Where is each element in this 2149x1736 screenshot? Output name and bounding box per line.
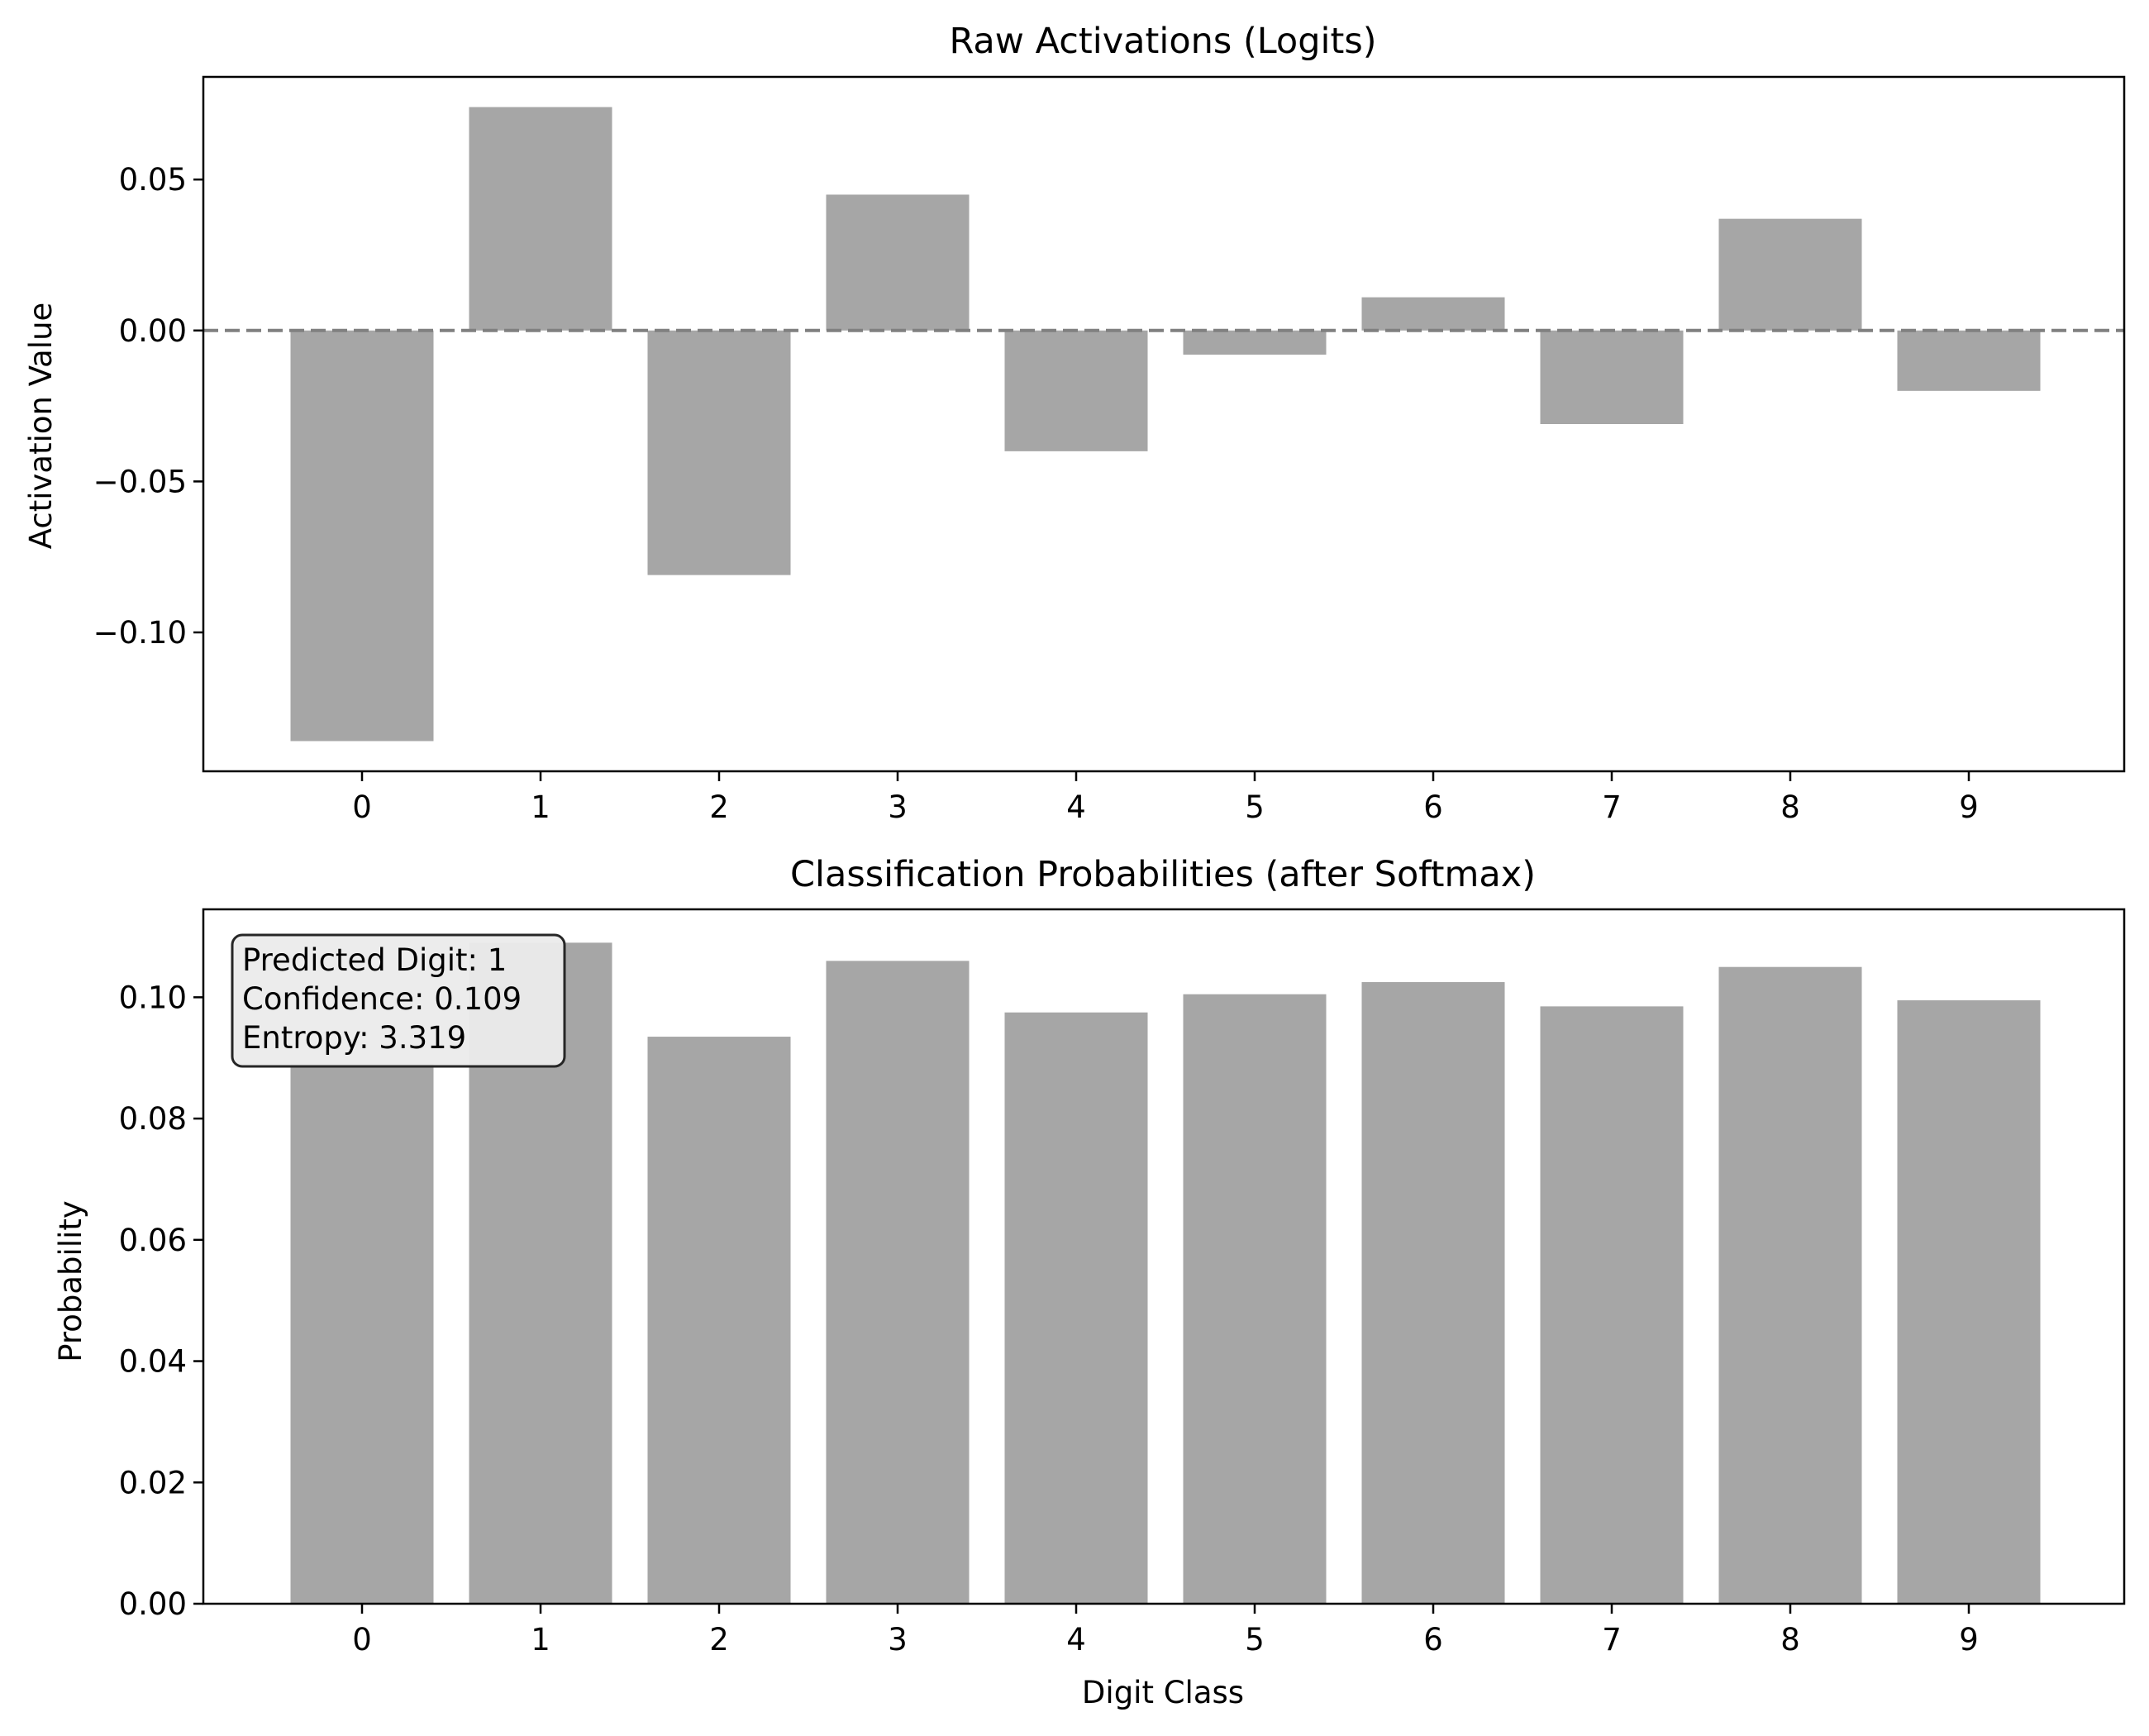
probabilities-x-tick-label: 6 [1423,1622,1443,1657]
prediction-info-box-frame [231,933,566,1068]
probabilities-plot-frame [202,908,2126,1605]
probabilities-bar-3 [826,961,970,1604]
probabilities-y-tick-label: 0.04 [119,1344,187,1380]
probabilities-x-axis-label: Digit Class [1082,1675,1244,1710]
logits-x-tick-label: 3 [888,789,908,825]
logits-bar-0 [290,330,434,742]
logits-x-tick-label: 2 [709,789,729,825]
logits-x-tick-label: 4 [1066,789,1086,825]
probabilities-bar-9 [1897,1000,2041,1604]
logits-x-tick-label: 9 [1959,789,1979,825]
probabilities-x-tick-label: 4 [1066,1622,1086,1657]
probabilities-x-tick-label: 8 [1780,1622,1800,1657]
probabilities-x-tick-label: 9 [1959,1622,1979,1657]
probabilities-y-tick-label: 0.02 [119,1465,187,1500]
logits-plot-frame [202,75,2126,773]
logits-bar-8 [1718,218,1862,331]
probabilities-x-tick-label: 1 [531,1622,550,1657]
probabilities-y-tick-label: 0.06 [119,1223,187,1258]
probabilities-bar-7 [1540,1006,1684,1604]
logits-x-ticks: 0 1 2 3 4 5 6 7 8 9 [352,771,1979,825]
logits-bar-6 [1361,297,1505,331]
logits-x-tick-label: 7 [1602,789,1622,825]
probabilities-bar-2 [647,1037,791,1604]
logits-y-ticks: 0.05 0.00 −0.05 −0.10 [93,162,203,651]
probabilities-chart-title: Classification Probabilities (after Soft… [790,854,1536,895]
probabilities-x-ticks: 0 1 2 3 4 5 6 7 8 9 [352,1604,1979,1657]
probabilities-x-tick-label: 2 [709,1622,729,1657]
logits-x-tick-label: 1 [531,789,550,825]
probabilities-chart: Classification Probabilities (after Soft… [53,854,2126,1710]
probabilities-x-tick-label: 3 [888,1622,908,1657]
logits-y-axis-label: Activation Value [23,303,59,550]
logits-chart-title: Raw Activations (Logits) [949,21,1376,62]
probabilities-x-tick-label: 7 [1602,1622,1622,1657]
probabilities-y-tick-label: 0.00 [119,1586,187,1622]
logits-y-tick-label: −0.05 [93,464,187,499]
logits-bar-4 [1004,330,1148,451]
probabilities-bar-4 [1004,1012,1148,1604]
entropy-text: Entropy: 3.319 [242,1020,466,1056]
logits-bar-7 [1540,330,1684,424]
prediction-info-box: Predicted Digit: 1 Confidence: 0.109 Ent… [231,933,566,1068]
logits-y-tick-label: 0.00 [119,313,187,349]
probabilities-bar-8 [1718,966,1862,1604]
probabilities-bars [290,942,2041,1604]
probabilities-bar-5 [1183,994,1327,1604]
logits-x-tick-label: 5 [1245,789,1265,825]
logits-bar-3 [826,194,970,331]
probabilities-y-tick-label: 0.08 [119,1101,187,1137]
logits-bar-1 [469,107,612,331]
logits-chart: Raw Activations (Logits) Activation Valu… [23,21,2126,825]
logits-bar-5 [1183,330,1327,355]
logits-bar-2 [647,330,791,575]
probabilities-y-ticks: 0.00 0.02 0.04 0.06 0.08 0.10 [119,980,203,1622]
confidence-text: Confidence: 0.109 [242,981,522,1017]
probabilities-x-tick-label: 5 [1245,1622,1265,1657]
probabilities-y-tick-label: 0.10 [119,980,187,1015]
logits-y-tick-label: 0.05 [119,162,187,198]
logits-x-tick-label: 8 [1780,789,1800,825]
probabilities-y-axis-label: Probability [53,1200,88,1362]
predicted-digit-text: Predicted Digit: 1 [242,942,507,978]
probabilities-x-tick-label: 0 [352,1622,372,1657]
logits-x-tick-label: 6 [1423,789,1443,825]
logits-bar-9 [1897,330,2041,391]
probabilities-bar-0 [290,1064,434,1604]
logits-bars [290,107,2041,742]
logits-y-tick-label: −0.10 [93,615,187,651]
probabilities-bar-6 [1361,982,1505,1604]
logits-x-tick-label: 0 [352,789,372,825]
